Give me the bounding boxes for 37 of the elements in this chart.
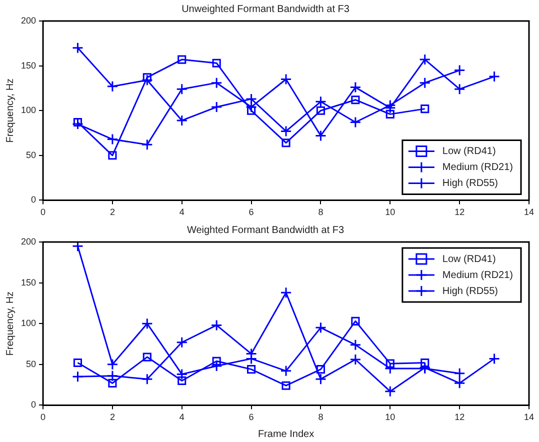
x-tick-label: 4 <box>179 412 184 422</box>
legend-label: Medium (RD21) <box>442 162 514 173</box>
x-tick-label: 0 <box>40 412 46 422</box>
y-tick-label: 100 <box>20 105 36 116</box>
legend-label: Medium (RD21) <box>442 270 514 281</box>
y-tick-label: 150 <box>20 277 36 288</box>
legend-label: Low (RD41) <box>442 254 496 265</box>
x-tick-label: 12 <box>454 412 465 422</box>
y-tick-label: 0 <box>31 194 36 205</box>
x-tick-label: 14 <box>524 207 534 218</box>
legend-label: High (RD55) <box>442 286 498 297</box>
y-axis-title: Frequency, Hz <box>4 78 16 143</box>
legend-label: Low (RD41) <box>442 146 496 157</box>
x-tick-label: 14 <box>524 412 534 422</box>
x-tick-label: 2 <box>110 412 115 422</box>
x-tick-label: 8 <box>318 412 324 422</box>
x-tick-label: 0 <box>40 207 46 218</box>
x-tick-label: 6 <box>248 412 254 422</box>
x-tick-label: 6 <box>248 207 254 218</box>
x-tick-label: 2 <box>110 207 115 218</box>
y-tick-label: 150 <box>20 60 36 70</box>
legend-label: High (RD55) <box>442 178 498 189</box>
x-tick-label: 8 <box>318 207 324 218</box>
chart-title: Weighted Formant Bandwidth at F3 <box>186 224 344 236</box>
x-axis-title: Frame Index <box>258 428 314 440</box>
y-tick-label: 0 <box>31 400 36 410</box>
chart-title: Unweighted Formant Bandwidth at F3 <box>182 4 350 15</box>
y-tick-label: 200 <box>20 15 36 26</box>
y-tick-label: 50 <box>26 150 36 160</box>
y-tick-label: 50 <box>26 358 36 369</box>
y-tick-label: 200 <box>20 236 36 246</box>
x-tick-label: 10 <box>385 207 396 218</box>
x-tick-label: 10 <box>385 412 396 422</box>
x-tick-label: 12 <box>454 207 465 218</box>
y-tick-label: 100 <box>20 318 36 328</box>
x-tick-label: 4 <box>179 207 184 218</box>
y-axis-title: Frequency, Hz <box>4 291 16 356</box>
